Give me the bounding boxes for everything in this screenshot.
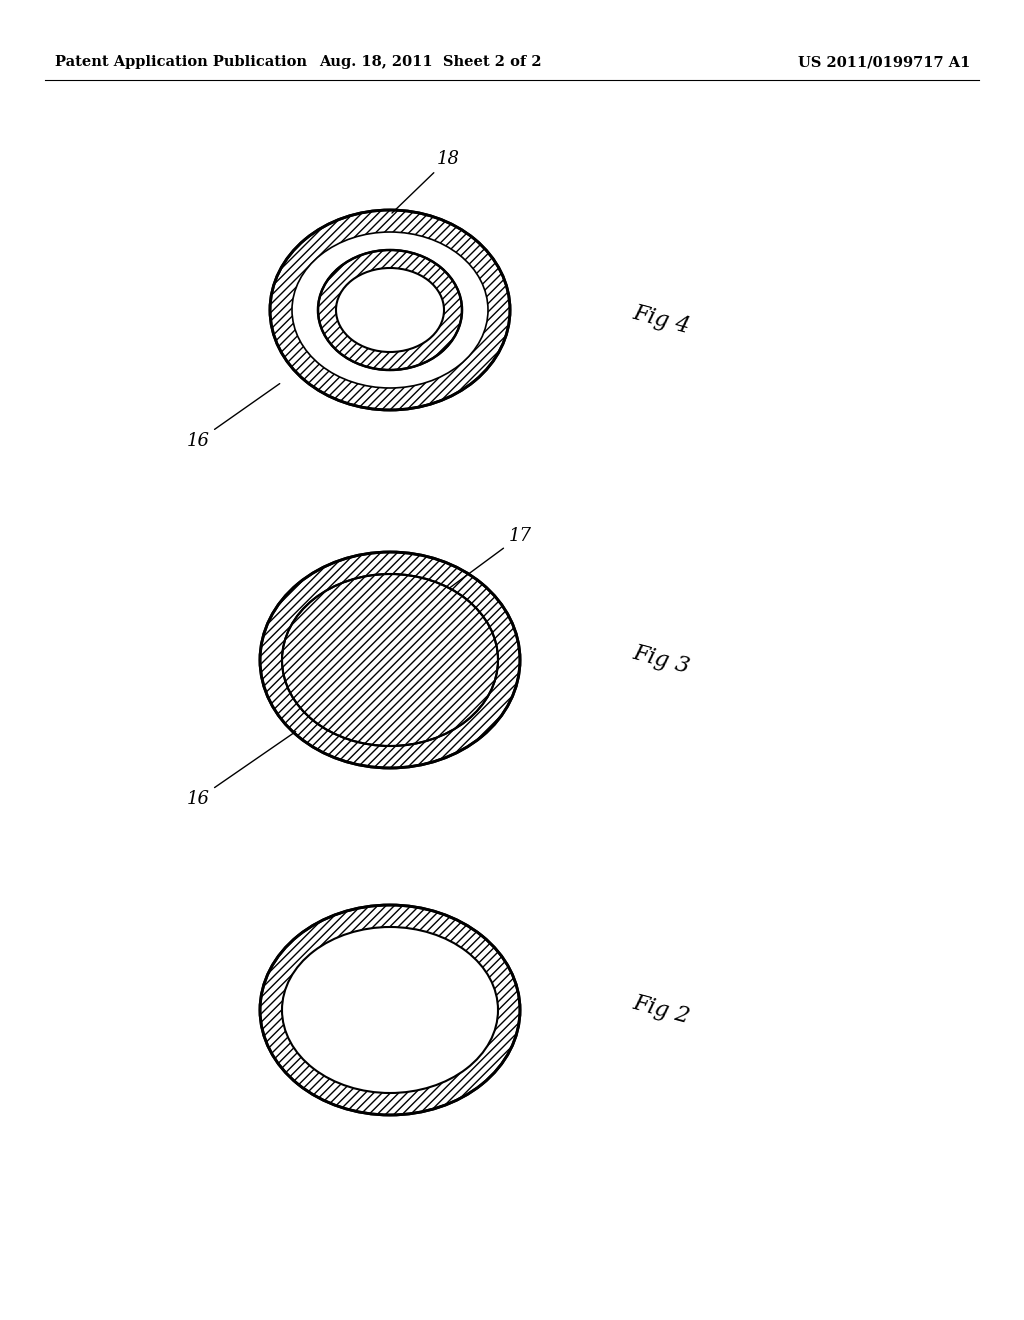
- Text: 18: 18: [392, 150, 460, 213]
- Ellipse shape: [282, 574, 498, 746]
- Ellipse shape: [282, 927, 498, 1093]
- Text: Fig 3: Fig 3: [630, 642, 692, 678]
- Ellipse shape: [260, 906, 520, 1115]
- Text: Fig 2: Fig 2: [630, 991, 692, 1028]
- Ellipse shape: [336, 268, 444, 352]
- Ellipse shape: [270, 210, 510, 411]
- Text: US 2011/0199717 A1: US 2011/0199717 A1: [798, 55, 970, 69]
- Text: Patent Application Publication: Patent Application Publication: [55, 55, 307, 69]
- Text: 16: 16: [186, 731, 296, 808]
- Ellipse shape: [260, 552, 520, 768]
- Text: Fig 4: Fig 4: [630, 302, 692, 338]
- Ellipse shape: [282, 574, 498, 746]
- Text: Aug. 18, 2011  Sheet 2 of 2: Aug. 18, 2011 Sheet 2 of 2: [318, 55, 542, 69]
- Ellipse shape: [318, 249, 462, 370]
- Text: 16: 16: [186, 384, 280, 450]
- Ellipse shape: [292, 232, 488, 388]
- Text: 17: 17: [442, 527, 531, 594]
